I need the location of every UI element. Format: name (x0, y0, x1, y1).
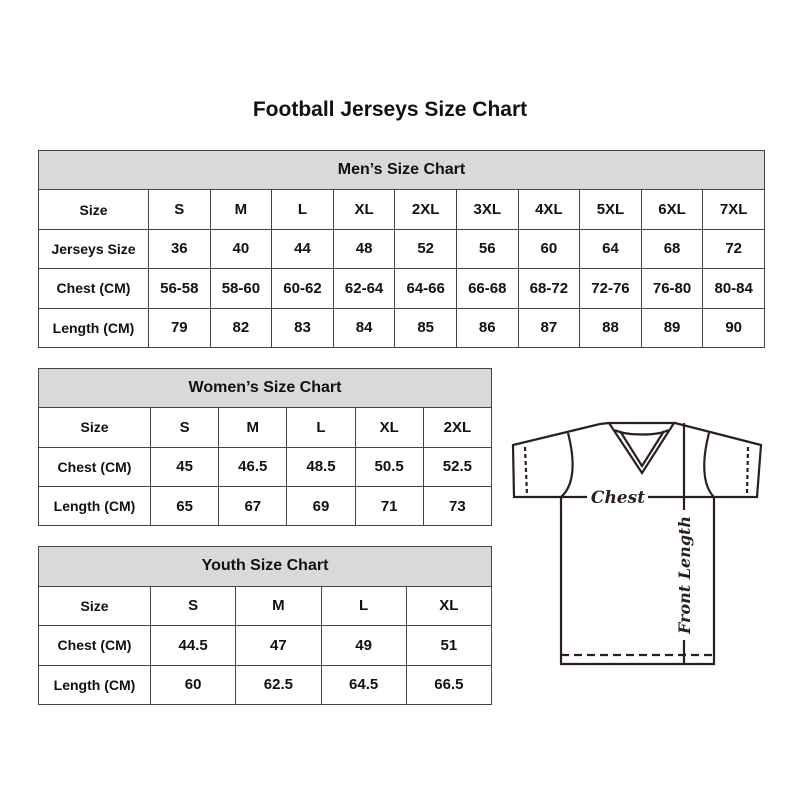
table-cell: 44.5 (149, 625, 237, 666)
table-cell: 66-68 (455, 268, 519, 309)
table-cell: 72 (702, 228, 765, 270)
table-row: Length (CM) 79 82 83 84 85 86 87 88 89 90 (38, 307, 765, 348)
table-cell: 80-84 (702, 268, 765, 309)
table-row: Chest (CM) 44.5 47 49 51 (38, 625, 493, 666)
table-cell: 50.5 (354, 446, 424, 487)
table-cell: 3XL (455, 189, 519, 230)
table-cell: 71 (354, 485, 424, 527)
youth-table-heading: Youth Size Chart (38, 546, 492, 587)
table-cell: M (235, 585, 322, 626)
table-cell: S (149, 585, 237, 626)
table-cell: 2XL (394, 189, 457, 230)
table-cell: 56-58 (148, 268, 211, 309)
table-cell: 52.5 (422, 446, 493, 487)
table-row: Chest (CM) 45 46.5 48.5 50.5 52.5 (38, 446, 493, 487)
table-cell: 64-66 (394, 268, 457, 309)
table-cell: 85 (394, 307, 457, 348)
table-cell: M (218, 407, 288, 448)
page-title: Football Jerseys Size Chart (252, 98, 528, 121)
table-cell: 84 (332, 307, 396, 348)
table-cell: 62.5 (235, 664, 322, 705)
table-cell: M (209, 189, 273, 230)
row-label: Size (38, 407, 151, 448)
table-cell: 66.5 (405, 664, 493, 705)
table-cell: 36 (148, 228, 211, 270)
table-row: Length (CM) 60 62.5 64.5 66.5 (38, 664, 493, 705)
youth-size-table: Youth Size Chart Size S M L XL Chest (CM) 44.5… (38, 546, 493, 705)
jersey-outline-icon (511, 421, 763, 666)
row-label: Size (38, 585, 151, 626)
table-cell: 51 (405, 625, 493, 666)
row-label: Size (38, 189, 149, 230)
table-cell: 65 (149, 485, 220, 527)
table-cell: 48.5 (286, 446, 356, 487)
table-cell: 45 (149, 446, 220, 487)
row-label: Chest (CM) (38, 625, 151, 666)
table-cell: 62-64 (332, 268, 396, 309)
table-cell: 68-72 (517, 268, 581, 309)
table-cell: 82 (209, 307, 273, 348)
table-cell: 6XL (640, 189, 704, 230)
womens-size-table: Women’s Size Chart Size S M L XL 2XL Chest (CM… (38, 367, 493, 527)
mens-table-heading: Men’s Size Chart (38, 149, 765, 191)
table-cell: 79 (148, 307, 211, 348)
table-cell: XL (332, 189, 396, 230)
table-cell: 87 (517, 307, 581, 348)
table-cell: 56 (455, 228, 519, 270)
table-row: Size S M L XL 2XL 3XL 4XL 5XL 6XL 7XL (38, 189, 765, 230)
table-cell: 60 (517, 228, 581, 270)
table-cell: 2XL (422, 407, 493, 448)
table-cell: 47 (235, 625, 322, 666)
table-cell: S (149, 407, 220, 448)
table-cell: 46.5 (218, 446, 288, 487)
table-cell: 48 (332, 228, 396, 270)
table-cell: 90 (702, 307, 765, 348)
table-row: Size S M L XL 2XL (38, 407, 493, 448)
table-cell: 69 (286, 485, 356, 527)
row-label: Length (CM) (38, 307, 149, 348)
table-cell: 60-62 (271, 268, 334, 309)
row-label: Chest (CM) (38, 446, 151, 487)
table-cell: 68 (640, 228, 704, 270)
table-row: Length (CM) 65 67 69 71 73 (38, 485, 493, 527)
row-label: Length (CM) (38, 485, 151, 527)
table-cell: 49 (320, 625, 407, 666)
table-cell: 64 (579, 228, 642, 270)
table-cell: L (271, 189, 334, 230)
table-cell: 72-76 (579, 268, 642, 309)
table-cell: L (286, 407, 356, 448)
table-cell: 4XL (517, 189, 581, 230)
row-label: Length (CM) (38, 664, 151, 705)
table-cell: 58-60 (209, 268, 273, 309)
table-cell: L (320, 585, 407, 626)
row-label: Jerseys Size (38, 228, 149, 270)
mens-size-table: Men’s Size Chart Size S M L XL 2XL 3XL 4XL 5XL 6X… (38, 149, 765, 348)
jersey-measurement-diagram: Chest Front Length (511, 421, 763, 666)
table-row: Chest (CM) 56-58 58-60 60-62 62-64 64-66 66-68… (38, 268, 765, 309)
table-cell: 64.5 (320, 664, 407, 705)
table-cell: 88 (579, 307, 642, 348)
table-cell: XL (354, 407, 424, 448)
womens-table-heading: Women’s Size Chart (38, 367, 492, 409)
table-cell: 89 (640, 307, 704, 348)
chest-label: Chest (591, 488, 645, 508)
table-cell: 5XL (579, 189, 642, 230)
table-cell: 40 (209, 228, 273, 270)
table-cell: 83 (271, 307, 334, 348)
table-cell: 76-80 (640, 268, 704, 309)
table-cell: 60 (149, 664, 237, 705)
table-cell: 73 (422, 485, 493, 527)
table-row: Jerseys Size 36 40 44 48 52 56 60 64 68 72 (38, 228, 765, 270)
table-cell: 44 (271, 228, 334, 270)
table-row: Size S M L XL (38, 585, 493, 626)
table-cell: 52 (394, 228, 457, 270)
table-cell: 86 (455, 307, 519, 348)
table-cell: 67 (218, 485, 288, 527)
front-length-label: Front Length (675, 516, 694, 635)
table-cell: XL (405, 585, 493, 626)
table-cell: S (148, 189, 211, 230)
row-label: Chest (CM) (38, 268, 149, 309)
table-cell: 7XL (702, 189, 765, 230)
